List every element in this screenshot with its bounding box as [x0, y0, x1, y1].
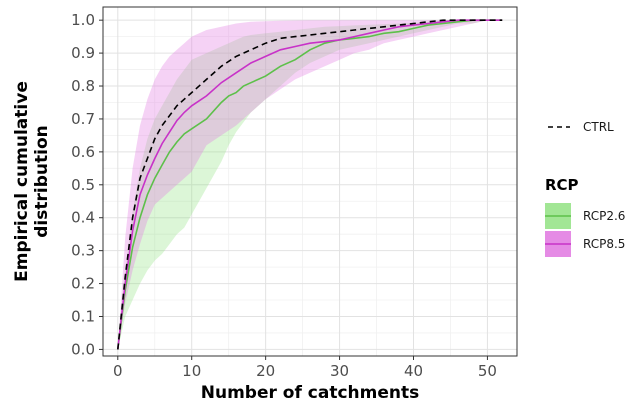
- y-tick-label: 0.8: [71, 77, 95, 95]
- x-tick-label: 50: [478, 362, 497, 380]
- y-tick-label: 0.3: [71, 242, 95, 260]
- major-gridlines: [103, 7, 517, 356]
- panel-border: [102, 6, 518, 357]
- legend-rcp85-label: RCP8.5: [583, 237, 625, 251]
- rcp26-ribbon: [117, 20, 503, 350]
- y-axis-title-line2: distribution: [32, 125, 52, 237]
- y-tick-label: 0.6: [71, 143, 95, 161]
- confidence-ribbons: [117, 20, 503, 350]
- y-tick-label: 0.7: [71, 110, 95, 128]
- y-axis: 0.0 0.1 0.2 0.3 0.4 0.5 0.6 0.7 0.8 0.9 1.0: [71, 11, 103, 358]
- legend-ctrl-label: CTRL: [583, 120, 614, 134]
- y-tick-label: 1.0: [71, 11, 95, 29]
- y-tick-label: 0.5: [71, 176, 95, 194]
- minor-gridlines: [103, 7, 517, 356]
- y-tick-label: 0.1: [71, 307, 95, 325]
- rcp26-line: [117, 19, 503, 350]
- rcp85-ribbon: [117, 20, 503, 350]
- ctrl-line: [117, 19, 503, 350]
- x-tick-label: 40: [404, 362, 423, 380]
- x-tick-label: 10: [182, 362, 201, 380]
- y-tick-label: 0.4: [71, 209, 95, 227]
- y-tick-label: 0.0: [71, 340, 95, 358]
- rcp85-line: [117, 19, 503, 350]
- x-tick-label: 30: [330, 362, 349, 380]
- x-axis-title: Number of catchments: [201, 383, 420, 403]
- y-tick-label: 0.9: [71, 44, 95, 62]
- x-tick-label: 20: [256, 362, 275, 380]
- y-axis-title-line1: Empirical cumulative: [12, 81, 32, 282]
- legend-title: RCP: [545, 176, 579, 194]
- x-axis: 0 10 20 30 40 50: [113, 356, 497, 380]
- legend: CTRL RCP RCP2.6 RCP8.5: [545, 120, 625, 257]
- x-tick-label: 0: [113, 362, 123, 380]
- y-tick-label: 0.2: [71, 275, 95, 293]
- series-lines: [117, 19, 503, 350]
- legend-rcp26-label: RCP2.6: [583, 209, 625, 223]
